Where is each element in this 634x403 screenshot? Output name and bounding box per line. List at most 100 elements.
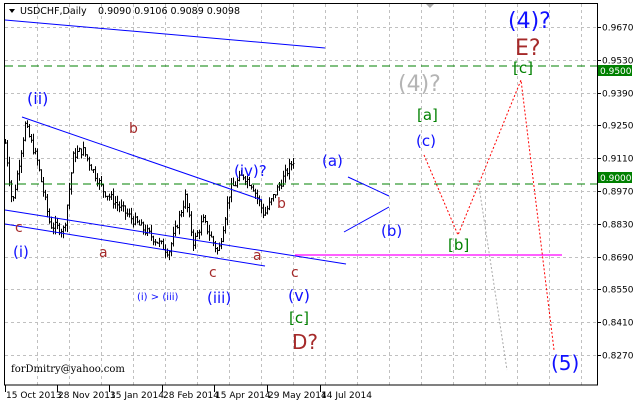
symbol-menu-arrow-icon[interactable] — [9, 9, 15, 13]
ohlc-bar — [226, 196, 229, 226]
ohlc-bar — [156, 241, 159, 244]
wave-label: b — [277, 196, 286, 212]
ohlc-bar — [256, 189, 259, 205]
ohlc-bar — [138, 219, 141, 226]
ohlc-bar — [210, 231, 213, 238]
ohlc-bar — [12, 196, 15, 202]
ohlc-bar — [128, 208, 131, 218]
ohlc-bar — [124, 205, 127, 220]
forecast-path-gray[interactable] — [477, 179, 508, 371]
ohlc-bar — [126, 208, 129, 217]
ohlc-bar — [140, 219, 143, 226]
wave-label: (ii) — [27, 89, 48, 108]
level-tag-text: 0.9500 — [600, 67, 632, 77]
ohlc-bar — [284, 164, 287, 183]
ohlc-bar — [112, 188, 115, 209]
ohlc-bar — [106, 195, 109, 201]
ohlc-bar — [26, 120, 29, 128]
ohlc-bar — [56, 217, 59, 230]
ohlc-bar — [28, 124, 31, 138]
ohlc-bar — [198, 229, 201, 240]
ohlc-bar — [84, 147, 87, 157]
ohlc-bar — [62, 225, 65, 239]
wave-label: (iii) — [207, 289, 231, 307]
ohlc-bar — [116, 195, 119, 212]
ohlc-bar — [204, 214, 207, 224]
ohlc-bar — [178, 210, 181, 235]
x-tick-label: 15 Apr 2014 — [215, 391, 271, 401]
watermark: forDmitry@yahoo.com — [11, 364, 125, 375]
ohlc-bar — [80, 148, 83, 159]
ohlc-bar — [114, 196, 117, 209]
ohlc-bar — [250, 184, 253, 190]
ohlc-bar — [6, 139, 9, 167]
ohlc-bar — [104, 191, 107, 198]
ohlc-bar — [136, 215, 139, 224]
shift-marker-icon[interactable] — [425, 3, 435, 8]
ohlc-bar — [34, 147, 37, 155]
x-tick-label: 28 Feb 2014 — [163, 391, 219, 401]
ohlc-bar — [44, 189, 47, 201]
ohlc-bar — [48, 208, 51, 224]
ohlc-bar — [144, 224, 147, 236]
ohlc-bar — [90, 164, 93, 171]
ohlc-bar — [220, 237, 223, 250]
ohlc-bar — [292, 157, 295, 169]
ohlc-bar — [30, 133, 33, 143]
ohlc-bar — [14, 184, 17, 199]
ohlc-bar — [134, 212, 137, 226]
channel-lower-line[interactable] — [4, 209, 347, 265]
ohlc-bar — [158, 237, 161, 248]
wave-label: c — [15, 220, 23, 236]
ohlc-bar — [64, 222, 67, 232]
ohlc-bar — [38, 159, 41, 172]
ohlc-bar — [242, 174, 245, 181]
ohlc-bar — [92, 168, 95, 173]
ohlc-bar — [234, 181, 237, 187]
ohlc-bar — [274, 193, 277, 199]
triangle-upper-line[interactable] — [347, 176, 390, 197]
triangle-lower-line[interactable] — [343, 206, 390, 233]
ohlc-bar — [240, 170, 243, 176]
ohlc-values: 0.9090 0.9106 0.9089 0.9098 — [98, 6, 240, 17]
ohlc-bar — [208, 224, 211, 241]
ohlc-bar — [118, 201, 121, 213]
ohlc-bar — [222, 226, 225, 243]
upper-trendline[interactable] — [4, 19, 326, 49]
wave-label: E? — [515, 36, 541, 61]
ohlc-bar — [180, 210, 183, 218]
ohlc-bar — [8, 156, 11, 187]
wave-label: (iv)? — [234, 162, 267, 180]
ohlc-bar — [260, 199, 263, 214]
ohlc-bar — [88, 156, 91, 171]
ohlc-bar — [100, 176, 103, 187]
wave-label: (c) — [416, 132, 436, 150]
channel-upper-line[interactable] — [21, 116, 263, 201]
wave-label: (5) — [551, 351, 579, 375]
ohlc-bar — [224, 216, 227, 234]
ohlc-bar — [54, 215, 57, 235]
level-tag-0.95: 0.9500 — [598, 65, 632, 77]
wave-label: (a) — [322, 152, 343, 170]
ohlc-bar — [264, 206, 267, 216]
ohlc-bar — [122, 201, 125, 212]
y-tick-label: 0.9390 — [602, 90, 634, 100]
channel-lower-line-2[interactable] — [4, 223, 266, 267]
forecast-path-red[interactable] — [423, 78, 555, 351]
ohlc-bar — [132, 216, 135, 228]
y-tick-label: 0.8270 — [602, 352, 634, 362]
ohlc-bar — [276, 184, 279, 196]
price-axis[interactable]: 0.9670 0.9530 0.9390 0.9250 0.9110 0.8970 0.88… — [597, 24, 634, 362]
level-tag-0.90: 0.9000 — [598, 172, 632, 184]
ohlc-bar — [268, 197, 271, 211]
wave-label: [b] — [448, 236, 469, 254]
ohlc-bar — [130, 207, 133, 224]
wave-label: c — [291, 265, 299, 281]
ohlc-bar — [110, 190, 113, 200]
wave-label: (i) > (iii) — [137, 292, 179, 303]
ohlc-bar — [120, 199, 123, 212]
ohlc-bar — [142, 221, 145, 235]
ohlc-bar — [70, 172, 73, 195]
